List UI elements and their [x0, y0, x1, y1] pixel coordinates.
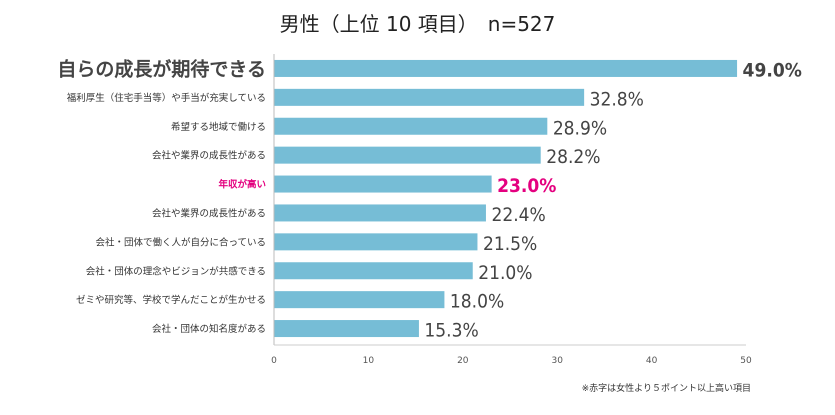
- value-label: 15.3%: [424, 320, 478, 342]
- value-label: 21.0%: [478, 262, 532, 284]
- category-label: 会社や業界の成長性がある: [152, 207, 266, 219]
- category-label: 年収が高い: [218, 179, 266, 191]
- category-label: 会社・団体の知名度がある: [152, 323, 266, 335]
- bar: [274, 175, 492, 193]
- value-label: 28.9%: [553, 117, 607, 139]
- bar: [274, 59, 738, 77]
- category-label: 希望する地域で働ける: [171, 121, 266, 133]
- chart-title: 男性（上位 10 項目） n=527: [279, 12, 556, 36]
- bar: [274, 320, 419, 338]
- x-tick-label: 20: [457, 356, 469, 366]
- category-label: ゼミや研究等、学校で学んだことが生かせる: [76, 294, 266, 306]
- footnote: ※赤字は女性より５ポイント以上高い項目: [581, 384, 751, 394]
- category-label: 会社・団体で働く人が自分に合っている: [95, 236, 266, 248]
- value-label: 32.8%: [590, 88, 644, 110]
- value-label: 21.5%: [483, 233, 537, 255]
- value-label: 22.4%: [491, 204, 545, 226]
- value-label: 28.2%: [546, 146, 600, 168]
- bar: [274, 88, 585, 106]
- x-tick-label: 50: [740, 356, 752, 366]
- category-label: 自らの成長が期待できる: [57, 57, 266, 80]
- category-label: 会社・団体の理念やビジョンが共感できる: [86, 265, 266, 277]
- bar: [274, 204, 486, 222]
- x-tick-label: 40: [646, 356, 658, 366]
- bar: [274, 233, 478, 251]
- value-label: 18.0%: [450, 291, 504, 313]
- bar: [274, 146, 541, 164]
- bar: [274, 291, 445, 309]
- category-label: 福利厚生（住宅手当等）や手当が充実している: [67, 92, 266, 104]
- bar: [274, 117, 548, 135]
- category-label: 会社や業界の成長性がある: [152, 150, 266, 162]
- value-label: 49.0%: [743, 59, 802, 81]
- x-tick-label: 30: [551, 356, 563, 366]
- x-tick-label: 0: [271, 356, 277, 366]
- bar: [274, 262, 473, 280]
- x-tick-label: 10: [363, 356, 375, 366]
- value-label: 23.0%: [497, 175, 556, 197]
